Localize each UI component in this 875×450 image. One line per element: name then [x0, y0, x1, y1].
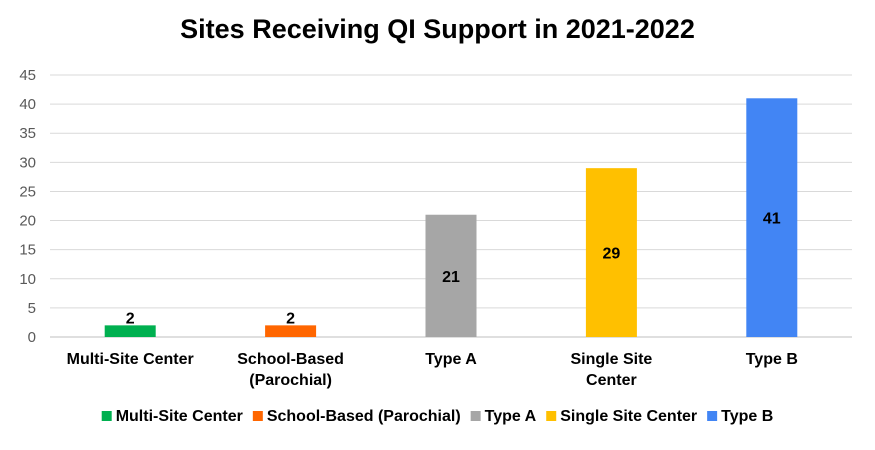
y-tick-label: 0 [28, 329, 36, 346]
legend-item: Multi-Site Center [101, 408, 243, 425]
legend-label: School-Based (Parochial) [267, 408, 461, 425]
y-tick-label: 45 [19, 67, 36, 84]
bar [104, 325, 156, 337]
x-category-label: Type A [425, 351, 477, 368]
legend-item: School-Based (Parochial) [252, 408, 461, 425]
legend-swatch [470, 411, 481, 421]
data-label: 21 [442, 269, 460, 286]
y-tick-label: 15 [19, 242, 36, 259]
bar [746, 98, 798, 338]
y-tick-label: 20 [19, 213, 36, 230]
chart-title: Sites Receiving QI Support in 2021-2022 [180, 14, 695, 44]
y-tick-label: 10 [19, 271, 36, 288]
legend-swatch [546, 411, 557, 421]
legend-swatch [707, 411, 718, 421]
y-tick-label: 30 [19, 154, 36, 171]
legend-item: Type B [707, 408, 773, 425]
bar [265, 325, 317, 337]
data-label: 41 [763, 211, 781, 228]
x-axis-categories: Multi-Site Center School-Based (Parochial)… [67, 351, 798, 389]
x-category-label: Single Site Center [571, 351, 653, 389]
data-label: 2 [126, 310, 135, 327]
x-category-label: Type B [746, 351, 798, 368]
legend-item: Single Site Center [546, 408, 697, 425]
legend-label: Type B [721, 408, 773, 425]
bar [425, 214, 477, 337]
y-axis-ticks: 0 5 10 15 20 25 30 35 40 45 [19, 67, 36, 346]
legend-label: Single Site Center [560, 408, 697, 425]
data-labels: 2 2 21 29 41 [126, 211, 781, 328]
y-tick-label: 5 [28, 300, 36, 317]
y-tick-label: 25 [19, 183, 36, 200]
legend-swatch [252, 411, 263, 421]
legend: Multi-Site Center School-Based (Parochial… [101, 408, 773, 425]
y-tick-label: 40 [19, 96, 36, 113]
legend-label: Type A [485, 408, 537, 425]
x-category-label: School-Based (Parochial) [237, 351, 344, 389]
bars [104, 98, 798, 338]
legend-swatch [101, 411, 112, 421]
bar [585, 168, 637, 337]
legend-label: Multi-Site Center [116, 408, 243, 425]
legend-item: Type A [470, 408, 537, 425]
y-tick-label: 35 [19, 125, 36, 142]
data-label: 29 [603, 246, 621, 263]
data-label: 2 [286, 310, 295, 327]
x-category-label: Multi-Site Center [67, 351, 194, 368]
